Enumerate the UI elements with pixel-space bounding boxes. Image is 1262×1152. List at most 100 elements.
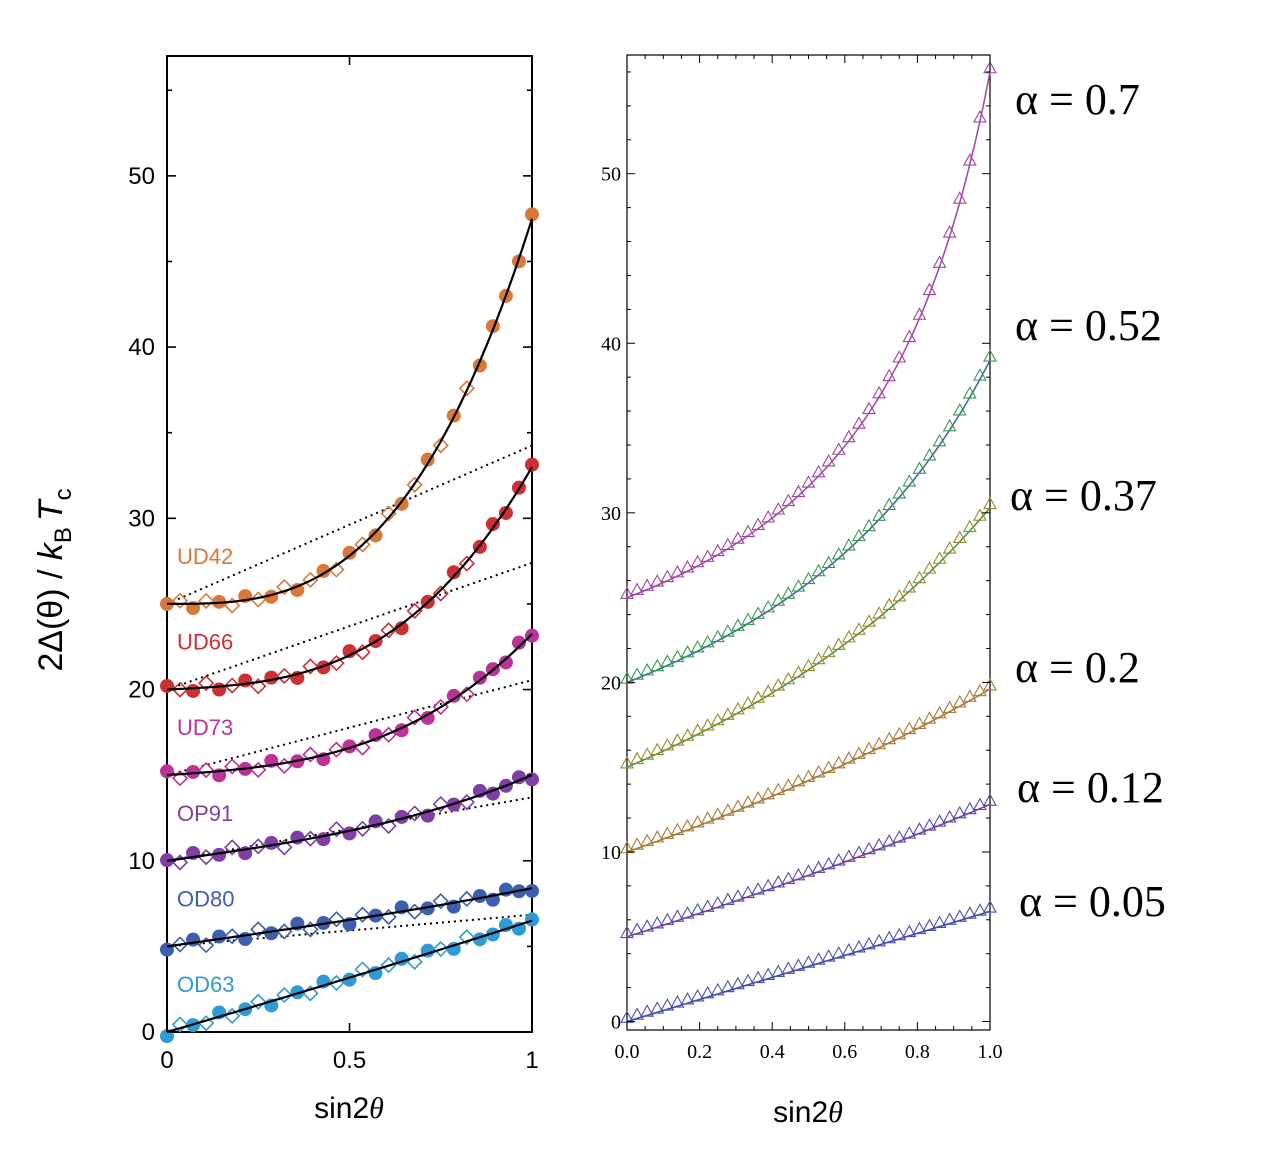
left-fit-curve	[167, 218, 534, 605]
left-series-label: UD66	[177, 630, 233, 655]
left-open-diamond-marker	[328, 741, 345, 758]
left-open-diamond-marker	[302, 746, 319, 763]
left-dotted-reference-line	[166, 444, 533, 605]
right-open-triangle-marker	[660, 998, 675, 1011]
right-open-triangle-marker	[630, 667, 645, 680]
right-open-triangle-marker	[761, 878, 776, 892]
left-filled-circle-marker	[160, 678, 174, 693]
right-open-triangle-marker	[872, 837, 887, 851]
right-ytick-label: 0	[611, 1012, 621, 1034]
right-open-triangle-marker	[700, 718, 715, 731]
right-open-triangle-marker	[680, 728, 695, 741]
right-open-triangle-marker	[710, 629, 725, 643]
right-open-triangle-marker	[690, 554, 705, 568]
right-open-triangle-marker	[761, 599, 776, 613]
right-open-triangle-marker	[882, 731, 897, 745]
right-open-triangle-marker	[972, 508, 987, 521]
right-open-triangle-marker	[751, 882, 766, 895]
right-open-triangle-marker	[751, 690, 766, 703]
right-open-triangle-marker	[831, 637, 846, 650]
right-open-triangle-marker	[620, 756, 634, 769]
right-open-triangle-marker	[912, 921, 927, 935]
right-open-triangle-marker	[882, 834, 897, 847]
right-open-triangle-marker	[700, 985, 715, 999]
right-open-triangle-marker	[670, 995, 685, 1008]
right-open-triangle-marker	[660, 737, 675, 751]
left-open-diamond-marker	[197, 592, 215, 610]
right-open-triangle-marker	[751, 517, 766, 530]
left-fit-curve	[166, 774, 533, 862]
right-series-layer	[620, 60, 997, 1023]
right-open-triangle-marker	[922, 561, 937, 574]
right-open-triangle-marker	[811, 464, 826, 478]
left-open-diamond-marker	[276, 667, 293, 685]
left-open-diamond-marker	[458, 555, 475, 572]
right-open-triangle-marker	[851, 746, 866, 759]
left-xtick-label: 0	[160, 1047, 173, 1074]
right-open-triangle-marker	[670, 564, 685, 578]
left-fit-curve	[166, 919, 533, 1034]
left-xtick-label: 1	[525, 1047, 538, 1074]
right-open-triangle-marker	[902, 721, 917, 735]
right-open-triangle-marker	[771, 964, 786, 977]
right-open-triangle-marker	[791, 665, 806, 678]
left-filled-circle-marker	[525, 883, 539, 898]
right-open-triangle-marker	[670, 909, 685, 922]
right-open-triangle-marker	[892, 830, 907, 843]
right-ytick-label: 30	[601, 503, 621, 525]
right-open-triangle-marker	[841, 849, 856, 862]
right-open-triangle-marker	[781, 871, 796, 884]
right-open-triangle-marker	[781, 778, 796, 791]
right-open-triangle-marker	[821, 644, 836, 658]
right-open-triangle-marker	[801, 955, 816, 968]
left-filled-circle-marker	[264, 835, 279, 850]
right-open-triangle-marker	[942, 541, 957, 554]
left-series-label: OD80	[177, 886, 234, 911]
right-open-triangle-marker	[942, 700, 957, 713]
left-filled-circle-marker	[290, 985, 305, 1000]
right-open-triangle-marker	[892, 927, 907, 941]
left-open-diamond-marker	[328, 821, 345, 838]
right-open-triangle-marker	[821, 949, 836, 962]
right-open-triangle-marker	[640, 663, 655, 676]
right-open-triangle-marker	[862, 936, 876, 950]
left-fit-curve	[166, 466, 533, 691]
right-open-triangle-marker	[902, 474, 917, 487]
right-open-triangle-marker	[730, 618, 745, 631]
right-fit-curve	[626, 688, 991, 853]
left-open-diamond-marker	[380, 622, 397, 639]
right-open-triangle-marker	[872, 508, 887, 521]
right-open-triangle-marker	[801, 864, 816, 877]
left-open-diamond-marker	[224, 928, 241, 945]
right-open-triangle-marker	[720, 537, 735, 551]
right-open-triangle-marker	[620, 840, 634, 854]
right-open-triangle-marker	[650, 915, 665, 929]
right-open-triangle-marker	[720, 803, 735, 816]
left-panel: UD42 UD66 UD73 OP91 OD80 OD63 0 10 20 30 40 50 0 0.5…	[32, 55, 539, 1125]
right-open-triangle-marker	[821, 454, 836, 467]
left-fit-curve	[166, 887, 533, 948]
right-open-triangle-marker	[831, 946, 846, 959]
alpha-label: α = 0.7	[1015, 75, 1140, 124]
right-open-triangle-marker	[650, 830, 665, 843]
right-open-triangle-marker	[730, 976, 745, 990]
right-open-triangle-marker	[620, 671, 634, 684]
right-open-triangle-marker	[831, 853, 846, 866]
right-open-triangle-marker	[730, 799, 745, 812]
right-open-triangle-marker	[932, 255, 947, 268]
right-open-triangle-marker	[670, 733, 685, 746]
right-open-triangle-marker	[660, 569, 675, 583]
left-series-label: OP91	[177, 801, 233, 826]
left-series-label: OD63	[177, 972, 234, 997]
left-series-ud73: UD73	[160, 628, 539, 787]
right-open-triangle-marker	[741, 885, 755, 899]
left-filled-circle-marker	[511, 635, 526, 650]
left-open-diamond-marker	[432, 437, 449, 454]
left-filled-circle-marker	[368, 528, 383, 543]
right-open-triangle-marker	[650, 574, 665, 587]
right-open-triangle-marker	[882, 368, 897, 382]
right-open-triangle-marker	[922, 711, 937, 724]
right-open-triangle-marker	[730, 531, 745, 544]
right-open-triangle-marker	[862, 401, 876, 415]
left-filled-circle-marker	[264, 670, 279, 685]
